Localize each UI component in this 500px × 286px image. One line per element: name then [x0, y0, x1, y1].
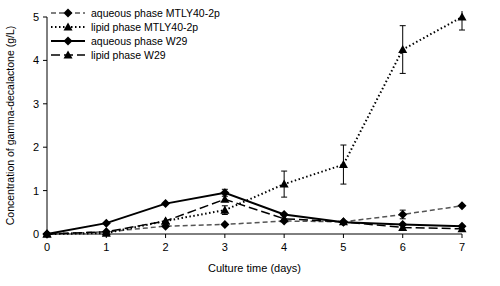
x-tick [402, 234, 403, 238]
point [398, 210, 407, 219]
series-line [47, 206, 462, 234]
y-tick [43, 60, 47, 61]
x-tick-label: 4 [281, 241, 287, 253]
point [280, 180, 289, 188]
y-tick [43, 17, 47, 18]
legend-marker [64, 51, 73, 59]
legend-marker [64, 23, 73, 31]
y-tick [43, 147, 47, 148]
y-tick [43, 190, 47, 191]
legend: aqueous phase MTLY40-2p lipid phase MTLY4… [51, 7, 220, 61]
series [43, 11, 467, 238]
series [43, 195, 467, 238]
chart: 0 1 2 3 4 5 0 1 2 3 4 5 6 7 Culture time (days) Concent… [0, 0, 500, 286]
error-cap [400, 73, 406, 74]
legend-label: lipid phase W29 [91, 49, 166, 61]
x-tick-label: 0 [44, 241, 50, 253]
x-tick [165, 234, 166, 238]
series-line [47, 17, 462, 234]
point [161, 216, 170, 224]
x-tick-label: 5 [340, 241, 346, 253]
point [220, 220, 229, 229]
error-cap [400, 25, 406, 26]
y-tick-label: 4 [33, 54, 39, 66]
error-cap [459, 30, 465, 31]
x-tick-label: 6 [400, 241, 406, 253]
series [43, 188, 467, 238]
series-line [47, 199, 462, 234]
error-cap [340, 145, 346, 146]
y-axis [47, 17, 48, 234]
x-tick-label: 3 [222, 241, 228, 253]
plot-area [43, 11, 467, 239]
point [398, 223, 407, 231]
x-tick-label: 1 [103, 241, 109, 253]
x-tick-label: 2 [163, 241, 169, 253]
series [43, 201, 467, 238]
legend-label: aqueous phase W29 [91, 35, 187, 47]
point [102, 219, 111, 228]
point [220, 206, 229, 214]
point [458, 13, 467, 21]
y-tick-label: 3 [33, 98, 39, 110]
y-tick-label: 0 [33, 228, 39, 240]
x-tick [224, 234, 225, 238]
point [161, 199, 170, 208]
point [220, 195, 229, 203]
error-cap [222, 214, 228, 215]
point [339, 160, 348, 168]
point [398, 45, 407, 53]
error-cap [281, 171, 287, 172]
point [339, 217, 348, 225]
series-line [47, 193, 462, 234]
point [43, 230, 52, 238]
y-tick-label: 1 [33, 185, 39, 197]
legend-label: lipid phase MTLY40-2p [91, 21, 198, 33]
legend-label: aqueous phase MTLY40-2p [91, 7, 220, 19]
point [458, 201, 467, 210]
error-cap [281, 197, 287, 198]
x-tick [462, 234, 463, 238]
x-tick [284, 234, 285, 238]
y-axis-label: Concentration of gamma-decalactone (g/L) [4, 26, 16, 226]
point [102, 227, 111, 235]
error-cap [340, 184, 346, 185]
y-tick-label: 5 [33, 11, 39, 23]
legend-marker [64, 9, 73, 18]
x-axis-label: Culture time (days) [208, 262, 301, 274]
x-tick [343, 234, 344, 238]
legend-marker [64, 37, 73, 46]
y-tick [43, 103, 47, 104]
y-tick-label: 2 [33, 141, 39, 153]
x-tick-label: 7 [459, 241, 465, 253]
point [280, 214, 289, 222]
point [458, 224, 467, 232]
